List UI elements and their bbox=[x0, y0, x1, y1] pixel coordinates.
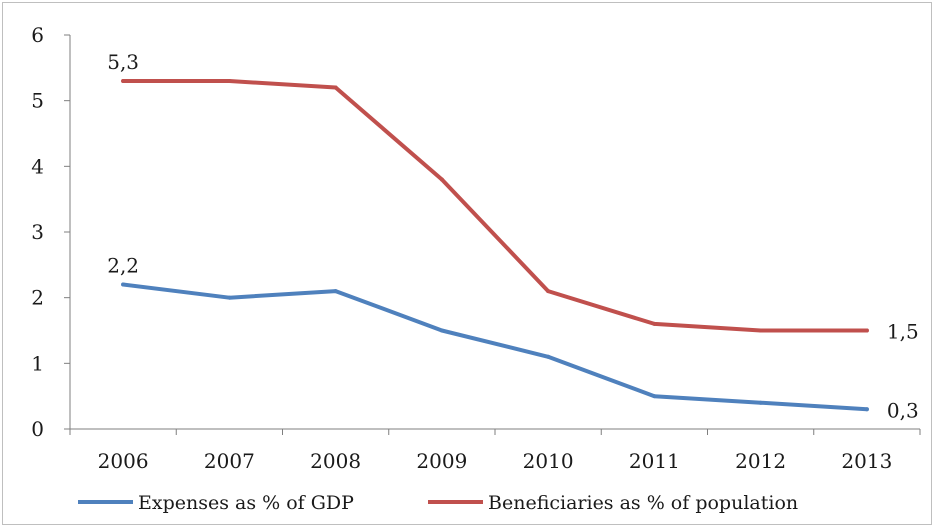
x-tick-label: 2010 bbox=[523, 449, 574, 473]
series-point bbox=[758, 328, 763, 333]
series-layer bbox=[121, 78, 869, 412]
data-label: 0,3 bbox=[887, 398, 919, 422]
data-label: 2,2 bbox=[107, 254, 139, 278]
x-tick-label: 2009 bbox=[416, 449, 467, 473]
series-point bbox=[546, 289, 551, 294]
x-tick-label: 2006 bbox=[98, 449, 149, 473]
series-point bbox=[439, 328, 444, 333]
x-tick-label: 2008 bbox=[310, 449, 361, 473]
series-point bbox=[652, 321, 657, 326]
axes: 0 1 2 3 4 5 6 2006 2007 2008 2009 2010 2011 2012 2013 bbox=[31, 23, 921, 473]
data-label: 5,3 bbox=[107, 50, 139, 74]
series-line-2 bbox=[121, 79, 869, 333]
legend-label: Beneficiaries as % of population bbox=[488, 492, 798, 514]
data-label: 1,5 bbox=[887, 320, 919, 344]
x-tick-label: 2011 bbox=[629, 449, 680, 473]
x-tick-label: 2007 bbox=[204, 449, 255, 473]
series-point bbox=[121, 282, 126, 287]
series-point bbox=[227, 78, 232, 83]
series-point bbox=[333, 85, 338, 90]
series-point bbox=[652, 394, 657, 399]
y-tick-label: 5 bbox=[31, 89, 44, 113]
legend: Expenses as % of GDP Beneficiaries as % o… bbox=[78, 492, 798, 514]
series-point bbox=[333, 289, 338, 294]
series-point bbox=[121, 78, 126, 83]
y-tick-label: 3 bbox=[31, 220, 44, 244]
y-tick-label: 2 bbox=[31, 286, 44, 310]
series-point bbox=[758, 400, 763, 405]
y-tick-label: 0 bbox=[31, 417, 44, 441]
y-tick-label: 6 bbox=[31, 23, 44, 47]
series-point bbox=[546, 354, 551, 359]
y-tick-label: 1 bbox=[31, 351, 44, 375]
y-tick-label: 4 bbox=[31, 154, 44, 178]
series-point bbox=[864, 407, 869, 412]
series-line-1 bbox=[121, 282, 869, 412]
data-labels: 2,2 0,3 5,3 1,5 bbox=[107, 50, 918, 422]
legend-label: Expenses as % of GDP bbox=[138, 492, 354, 514]
series-point bbox=[439, 177, 444, 182]
series-point bbox=[864, 328, 869, 333]
x-tick-label: 2013 bbox=[841, 449, 892, 473]
series-point bbox=[227, 295, 232, 300]
x-tick-label: 2012 bbox=[735, 449, 786, 473]
